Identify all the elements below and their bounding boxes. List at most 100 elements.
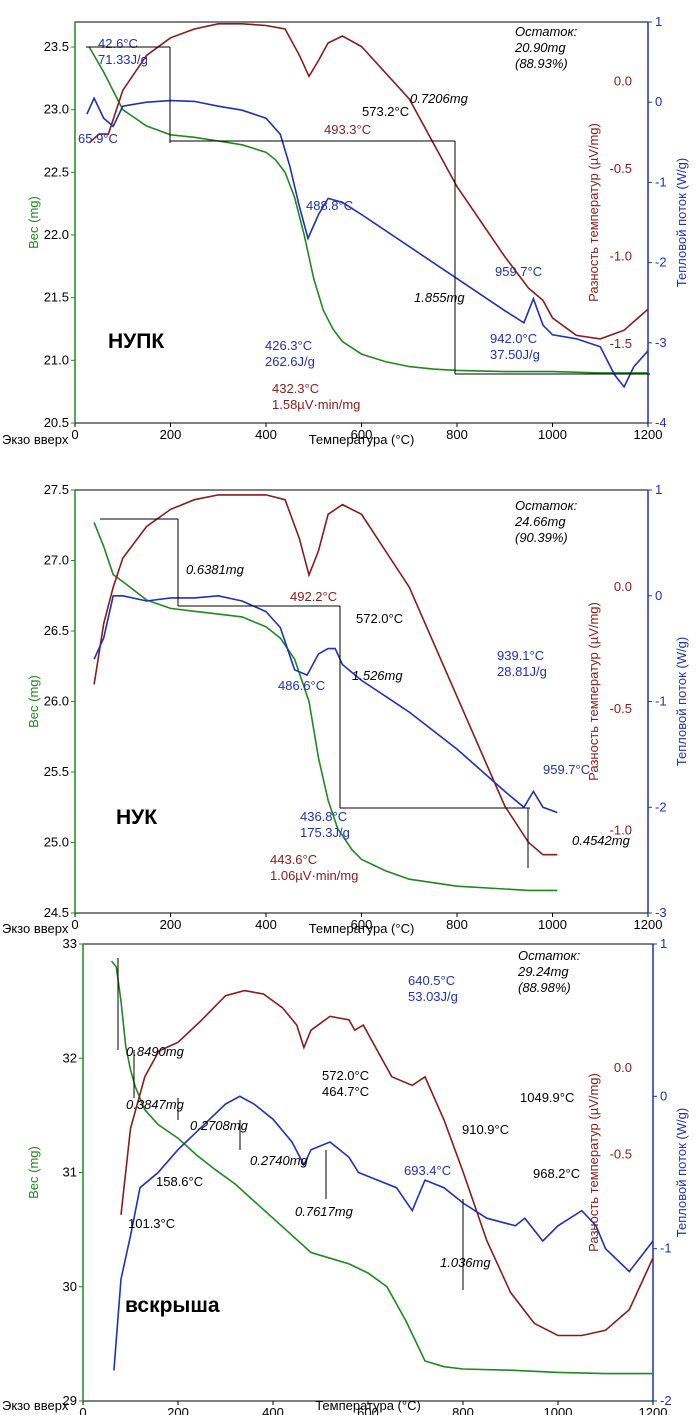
weight-series-line: [88, 46, 648, 374]
heat-axis-label: Тепловой поток (W/g): [674, 1108, 689, 1237]
weight-tick-label: 26.5: [44, 623, 69, 638]
x-tick-label: 400: [262, 1405, 284, 1415]
annotation-label: 0.2708mg: [190, 1118, 249, 1133]
weight-tick-label: 25.5: [44, 764, 69, 779]
chart-panel-3: 0 200 400 600 800 1000 1200 29 30 31 32 33 -0.5 0.0 -2…: [2, 936, 689, 1415]
heat-tick-label: -2: [655, 799, 667, 814]
annotation-label: 910.9°C: [462, 1122, 509, 1137]
annotation-label: 426.3°C: [265, 338, 312, 353]
annotation-label: 939.1°C: [497, 648, 544, 663]
weight-tick-label: 26.0: [44, 694, 69, 709]
weight-axis-label: Вес (mg): [26, 1146, 41, 1199]
sample-name: НУПК: [108, 330, 164, 353]
annotation-label: 464.7°C: [322, 1084, 369, 1099]
annotation-label: 28.81J/g: [497, 664, 547, 679]
x-tick-label: 0: [79, 1405, 86, 1415]
x-tick-label: 800: [446, 427, 468, 442]
annotation-label: 1.526mg: [352, 668, 403, 683]
weight-tick-label: 20.5: [44, 415, 69, 430]
weight-tick-label: 21.0: [44, 352, 69, 367]
weight-axis-label: Вес (mg): [26, 196, 41, 249]
dta-axis-label: Разность температур (µV/mg): [586, 123, 601, 302]
x-tick-label: 1000: [544, 1405, 573, 1415]
x-axis-label: Температура (°C): [309, 921, 415, 936]
annotation-label: 24.66mg: [514, 514, 566, 529]
x-tick-label: 800: [446, 917, 468, 932]
x-tick-label: 600: [351, 427, 373, 442]
heat-series-line: [93, 594, 558, 814]
dta-tick-label: 0.0: [614, 579, 632, 594]
annotation-label: (88.93%): [515, 56, 568, 71]
annotation-label: 37.50J/g: [490, 347, 540, 362]
heat-tick-label: 0: [655, 588, 662, 603]
heat-tick-label: -4: [655, 415, 667, 430]
dta-tick-label: -1.5: [610, 336, 632, 351]
annotation-label: Остаток:: [518, 948, 581, 963]
annotation-label: 1049.9°C: [520, 1090, 574, 1105]
annotation-label: 158.6°C: [156, 1174, 203, 1189]
heat-tick-label: -3: [655, 335, 667, 350]
weight-tick-label: 31: [63, 1165, 77, 1180]
heat-tick-label: -1: [655, 694, 667, 709]
annotation-label: 640.5°C: [408, 973, 455, 988]
weight-tick-label: 27.5: [44, 482, 69, 497]
annotation-label: Остаток:: [515, 24, 578, 39]
annotation-label: 573.2°C: [362, 104, 409, 119]
weight-tick-label: 27.0: [44, 553, 69, 568]
weight-tick-label: 29: [63, 1393, 77, 1408]
annotation-label: 0.4542mg: [572, 833, 631, 848]
x-axis-label: Температура (°C): [315, 1398, 421, 1413]
annotation-label: 0.6381mg: [186, 562, 245, 577]
x-axis-label: Температура (°C): [309, 432, 415, 447]
heat-tick-label: -3: [655, 905, 667, 920]
dta-tick-label: 0.0: [614, 1060, 632, 1075]
weight-tick-label: 25.0: [44, 835, 69, 850]
dta-tick-label: -0.5: [610, 701, 632, 716]
annotation-label: 0.7206mg: [410, 91, 469, 106]
plot-frame: [74, 489, 649, 914]
sample-name: НУК: [116, 806, 157, 829]
x-tick-label: 1000: [538, 917, 567, 932]
heat-tick-label: 0: [655, 94, 662, 109]
annotation-label: 0.8490mg: [126, 1044, 185, 1059]
annotation-label: 1.06µV·min/mg: [270, 868, 358, 883]
x-tick-label: 800: [452, 1405, 474, 1415]
x-tick-label: 400: [255, 917, 277, 932]
exo-up-note: Экзо вверх: [2, 921, 69, 936]
annotation-label: 959.7°C: [495, 264, 542, 279]
heat-axis-label: Тепловой поток (W/g): [674, 158, 689, 287]
weight-tick-label: 32: [63, 1050, 77, 1065]
weight-tick-label: 23.5: [44, 39, 69, 54]
annotation-label: 493.3°C: [324, 122, 371, 137]
annotation-label: 53.03J/g: [408, 989, 458, 1004]
chart-panel-1: 0 200 400 600 800 1000 1200 20.5 21.0 21.5 22.0 22.…: [2, 14, 689, 447]
sample-name: вскрыша: [125, 1294, 220, 1317]
exo-up-note: Экзо вверх: [2, 432, 69, 447]
weight-tick-label: 21.5: [44, 290, 69, 305]
x-tick-label: 600: [357, 1405, 379, 1415]
annotation-label: 942.0°C: [490, 331, 537, 346]
heat-tick-label: 1: [655, 482, 662, 497]
x-tick-label: 600: [351, 917, 373, 932]
x-tick-label: 200: [160, 917, 182, 932]
heat-series-line: [113, 1095, 654, 1371]
annotation-label: 443.6°C: [270, 852, 317, 867]
annotation-label: 0.3847mg: [126, 1097, 185, 1112]
chart-panel-2: 0 200 400 600 800 1000 1200 24.5 25.0 25.5 26.0 26.…: [2, 482, 689, 936]
annotation-label: 29.24mg: [517, 964, 569, 979]
annotation-label: 1.58µV·min/mg: [272, 397, 360, 412]
annotation-label: 71.33J/g: [98, 52, 148, 67]
annotation-label: 1.855mg: [414, 290, 465, 305]
annotation-label: 0.2740mg: [250, 1153, 309, 1168]
annotation-label: 262.6J/g: [265, 354, 315, 369]
dta-series-line: [93, 494, 558, 856]
annotation-label: 432.3°C: [272, 381, 319, 396]
annotation-label: 693.4°C: [404, 1163, 451, 1178]
annotation-label: 1.036mg: [440, 1255, 491, 1270]
annotation-label: 492.2°C: [290, 589, 337, 604]
mass-loss-brackets: [86, 46, 650, 1290]
dta-tick-label: -1.0: [610, 249, 632, 264]
dta-series-line: [120, 989, 654, 1337]
heat-tick-label: -2: [655, 255, 667, 270]
